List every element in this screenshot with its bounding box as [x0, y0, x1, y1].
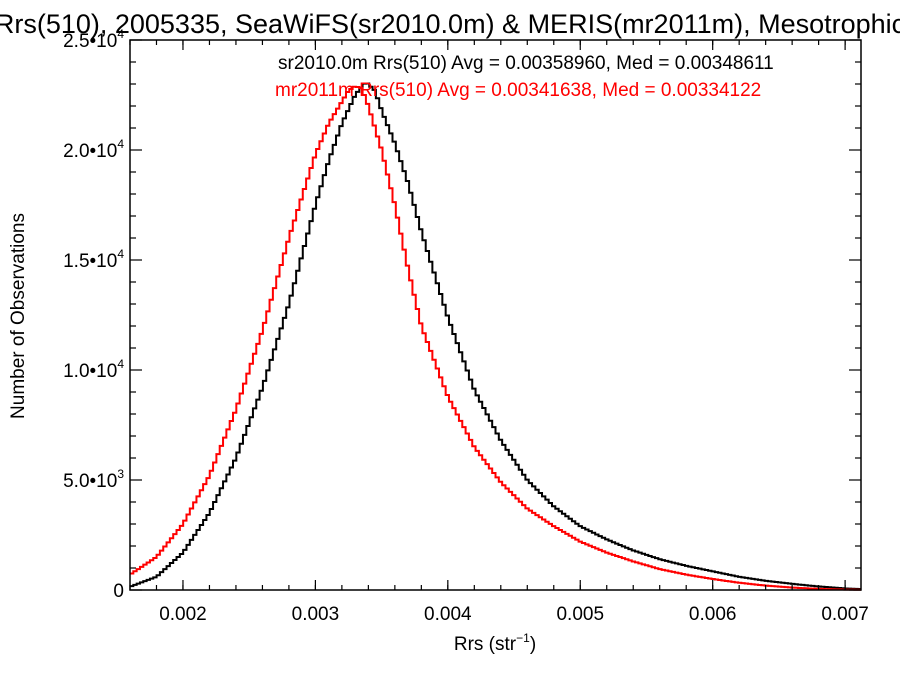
y-tick-label: 2.5•104	[63, 27, 124, 52]
x-axis: 0.002 0.003 0.004 0.005 0.006 0.007	[129, 40, 869, 625]
y-tick-mantissa: 1.0•10	[63, 361, 117, 382]
y-tick-exponent: 3	[117, 467, 124, 481]
y-tick-mantissa: 2.0•10	[63, 141, 117, 162]
y-tick-exponent: 4	[117, 137, 124, 151]
y-tick-label: 0	[113, 581, 124, 602]
y-tick-exponent: 4	[117, 27, 124, 41]
y-axis-label: Number of Observations	[8, 213, 29, 419]
x-tick-label: 0.005	[556, 604, 604, 625]
y-tick-mantissa: 0	[113, 581, 124, 602]
x-axis-label-superscript: −1	[516, 631, 530, 645]
x-tick-label: 0.003	[292, 604, 340, 625]
y-tick-label: 5.0•103	[63, 467, 124, 492]
plot-series	[130, 82, 861, 591]
x-axis-label: Rrs (str−1)	[454, 631, 536, 655]
y-tick-label: 2.0•104	[63, 137, 124, 162]
y-tick-exponent: 4	[117, 247, 124, 261]
x-axis-label-text: Rrs (str	[454, 634, 517, 655]
x-tick-label: 0.006	[689, 604, 737, 625]
y-tick-mantissa: 5.0•10	[63, 471, 117, 492]
chart-title: Rrs(510), 2005335, SeaWiFS(sr2010.0m) & …	[0, 9, 900, 39]
y-tick-mantissa: 1.5•10	[63, 251, 117, 272]
y-tick-exponent: 4	[117, 357, 124, 371]
x-tick-label: 0.002	[159, 604, 207, 625]
plot-frame	[129, 39, 862, 591]
series-line-red	[130, 85, 861, 591]
red-series-annotation: mr2011m Rrs(510) Avg = 0.00341638, Med =…	[275, 80, 761, 101]
y-tick-mantissa: 2.5•10	[63, 31, 117, 52]
x-tick-label: 0.004	[424, 604, 472, 625]
x-axis-label-close: )	[530, 634, 536, 655]
x-tick-label: 0.007	[821, 604, 869, 625]
y-tick-label: 1.5•104	[63, 247, 124, 272]
series-line-black	[130, 82, 861, 591]
y-tick-label: 1.0•104	[63, 357, 124, 382]
black-series-annotation: sr2010.0m Rrs(510) Avg = 0.00358960, Med…	[278, 53, 774, 74]
